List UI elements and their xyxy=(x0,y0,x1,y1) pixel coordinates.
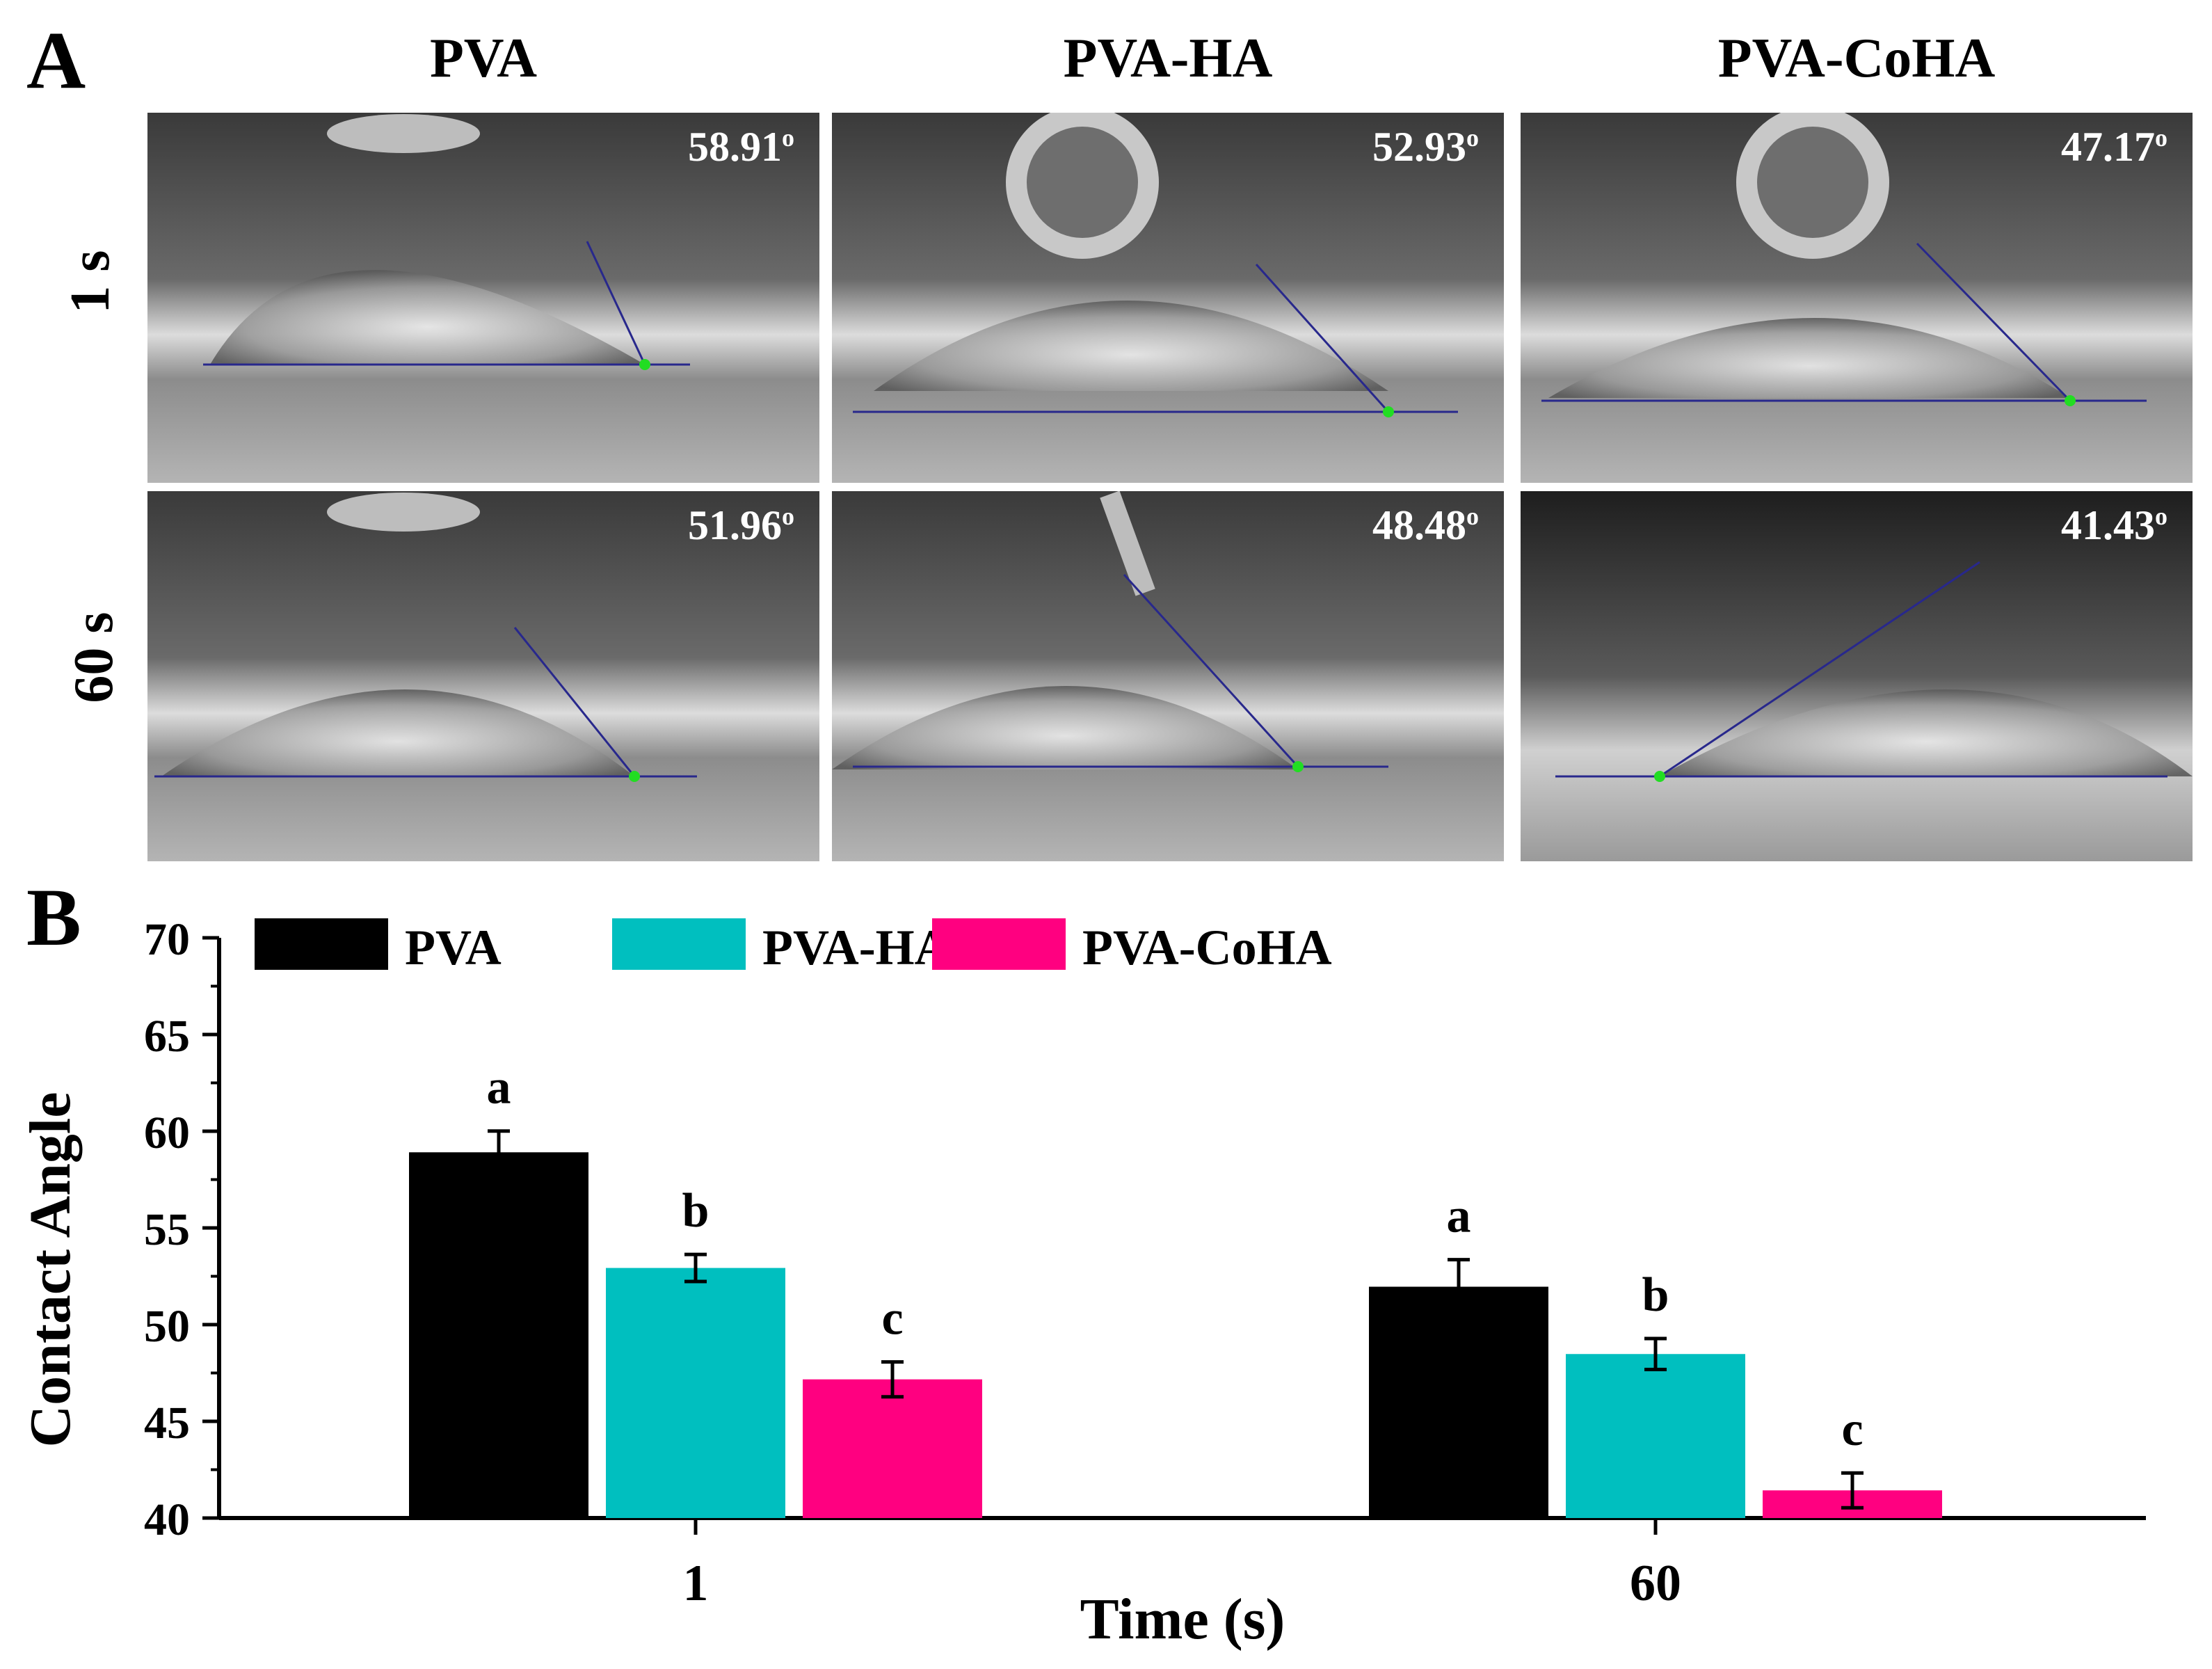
bar-pva-coha-1 xyxy=(803,1379,982,1518)
contact-angle-bar-chart: 40 45 50 55 60 65 70 1 60 a b c a b c PVA PVA-HA PVA-Co… xyxy=(18,914,2146,1652)
droplet-photo-pva-coha-60s: 41.43o xyxy=(1521,491,2193,861)
y-tick-label: 40 xyxy=(144,1494,190,1545)
legend-swatch-pva-coha xyxy=(932,918,1066,970)
angle-value-pva-coha-1s: 47.17o xyxy=(2061,124,2167,170)
x-axis-label: Time (s) xyxy=(1080,1587,1285,1652)
bar-pva-ha-60 xyxy=(1566,1354,1745,1518)
legend-label-pva-ha: PVA-HA xyxy=(762,920,951,975)
legend-label-pva: PVA xyxy=(405,920,502,975)
column-heading-pva: PVA xyxy=(429,28,538,89)
row-label-1s: 1 s xyxy=(60,250,121,314)
angle-value-pva-ha-1s: 52.93o xyxy=(1372,124,1479,170)
column-heading-pva-coha: PVA-CoHA xyxy=(1717,28,1996,89)
significance-label: c xyxy=(1841,1403,1863,1456)
y-tick-label: 60 xyxy=(144,1108,190,1158)
angle-value-pva-coha-60s: 41.43o xyxy=(2061,502,2167,548)
column-heading-pva-ha: PVA-HA xyxy=(1063,28,1273,89)
legend-swatch-pva xyxy=(255,918,388,970)
droplet-photo-pva-1s: 58.91o xyxy=(147,113,819,483)
row-label-60s: 60 s xyxy=(63,612,125,703)
x-tick-label: 1 xyxy=(683,1555,709,1612)
bar-pva-ha-1 xyxy=(606,1268,785,1518)
y-tick-label: 70 xyxy=(144,914,190,965)
panel-b-letter: B xyxy=(26,872,81,963)
significance-label: b xyxy=(682,1184,710,1238)
significance-label: c xyxy=(881,1292,903,1345)
angle-value-pva-ha-60s: 48.48o xyxy=(1372,502,1479,548)
droplet-photo-pva-ha-1s: 52.93o xyxy=(832,113,1504,483)
significance-label: a xyxy=(1447,1190,1471,1243)
y-tick-label: 45 xyxy=(144,1398,190,1448)
droplet-photo-pva-60s: 51.96o xyxy=(147,491,819,861)
legend-swatch-pva-ha xyxy=(612,918,746,970)
y-axis-label: Contact Angle xyxy=(18,1092,83,1448)
x-tick-label: 60 xyxy=(1630,1555,1681,1612)
angle-value-pva-60s: 51.96o xyxy=(688,502,794,548)
y-tick-label: 50 xyxy=(144,1301,190,1352)
angle-value-pva-1s: 58.91o xyxy=(688,124,794,170)
panel-a-letter: A xyxy=(26,15,86,106)
legend-label-pva-coha: PVA-CoHA xyxy=(1082,920,1332,975)
legend: PVA PVA-HA PVA-CoHA xyxy=(255,918,1332,975)
droplet-photo-pva-coha-1s: 47.17o xyxy=(1521,113,2193,483)
bar-pva-1 xyxy=(409,1152,588,1518)
y-tick-label: 65 xyxy=(144,1011,190,1062)
y-tick-label: 55 xyxy=(144,1204,190,1255)
bar-pva-60 xyxy=(1369,1286,1548,1518)
significance-label: b xyxy=(1642,1268,1669,1322)
significance-label: a xyxy=(487,1061,511,1115)
droplet-photo-pva-ha-60s: 48.48o xyxy=(832,491,1504,861)
bars: a b c a b c xyxy=(409,1061,1942,1518)
